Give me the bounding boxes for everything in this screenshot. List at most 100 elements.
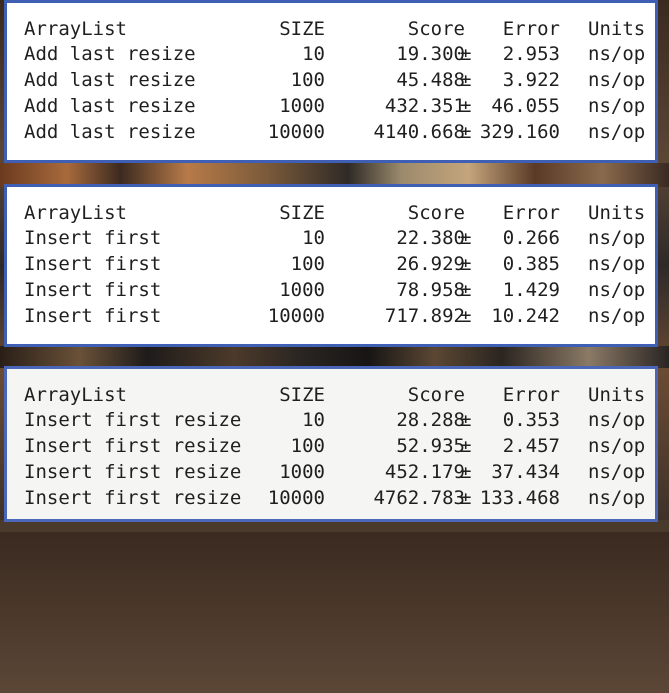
- row-error: 0.353: [502, 409, 560, 431]
- row-name: Insert first: [24, 227, 162, 249]
- table-row: Add last resize 100 45.488 ± 3.922 ns/op: [7, 67, 655, 93]
- header-size: SIZE: [279, 18, 325, 40]
- row-score: 22.380: [396, 227, 465, 249]
- row-plus-minus: ±: [460, 305, 472, 327]
- row-error: 329.160: [479, 121, 560, 143]
- table-row: Insert first resize 10 28.288 ± 0.353 ns…: [7, 407, 655, 433]
- row-units: ns/op: [588, 435, 646, 457]
- header-score: Score: [407, 18, 465, 40]
- row-name: Add last resize: [24, 69, 196, 91]
- row-score: 28.288: [396, 409, 465, 431]
- header-error: Error: [502, 18, 560, 40]
- row-score: 4140.668: [373, 121, 465, 143]
- table-row: Insert first 1000 78.958 ± 1.429 ns/op: [7, 277, 655, 303]
- table-header: ArrayList SIZE Score Error Units: [7, 200, 655, 226]
- header-error: Error: [502, 202, 560, 224]
- row-score: 45.488: [396, 69, 465, 91]
- row-units: ns/op: [588, 69, 646, 91]
- row-name: Insert first resize: [24, 435, 242, 457]
- background-photo-strip: [0, 163, 669, 187]
- header-error: Error: [502, 384, 560, 406]
- row-name: Insert first resize: [24, 461, 242, 483]
- row-size: 10: [302, 227, 325, 249]
- row-error: 10.242: [491, 305, 560, 327]
- row-error: 3.922: [502, 69, 560, 91]
- row-score: 432.351: [384, 95, 465, 117]
- header-units: Units: [588, 18, 646, 40]
- row-plus-minus: ±: [460, 487, 472, 509]
- row-plus-minus: ±: [460, 435, 472, 457]
- row-error: 46.055: [491, 95, 560, 117]
- row-plus-minus: ±: [460, 95, 472, 117]
- benchmark-table-insert-first-resize: ArrayList SIZE Score Error Units Insert …: [4, 366, 658, 522]
- row-error: 0.385: [502, 253, 560, 275]
- row-units: ns/op: [588, 409, 646, 431]
- background-photo-strip: [0, 520, 669, 532]
- table-row: Insert first resize 10000 4762.783 ± 133…: [7, 485, 655, 511]
- table-row: Insert first 100 26.929 ± 0.385 ns/op: [7, 251, 655, 277]
- row-score: 717.892: [384, 305, 465, 327]
- row-units: ns/op: [588, 121, 646, 143]
- row-score: 452.179: [384, 461, 465, 483]
- row-name: Add last resize: [24, 95, 196, 117]
- row-units: ns/op: [588, 305, 646, 327]
- row-error: 133.468: [479, 487, 560, 509]
- row-size: 1000: [279, 279, 325, 301]
- row-error: 2.953: [502, 43, 560, 65]
- row-units: ns/op: [588, 227, 646, 249]
- header-units: Units: [588, 384, 646, 406]
- row-units: ns/op: [588, 95, 646, 117]
- benchmark-table-add-last-resize: ArrayList SIZE Score Error Units Add las…: [4, 0, 658, 163]
- table-row: Add last resize 1000 432.351 ± 46.055 ns…: [7, 93, 655, 119]
- row-name: Insert first resize: [24, 409, 242, 431]
- row-name: Add last resize: [24, 121, 196, 143]
- row-size: 1000: [279, 461, 325, 483]
- table-row: Add last resize 10000 4140.668 ± 329.160…: [7, 119, 655, 145]
- table-header: ArrayList SIZE Score Error Units: [7, 382, 655, 408]
- row-plus-minus: ±: [460, 121, 472, 143]
- row-plus-minus: ±: [460, 253, 472, 275]
- table-row: Insert first resize 1000 452.179 ± 37.43…: [7, 459, 655, 485]
- row-name: Insert first: [24, 253, 162, 275]
- header-name: ArrayList: [24, 384, 127, 406]
- row-plus-minus: ±: [460, 461, 472, 483]
- row-score: 4762.783: [373, 487, 465, 509]
- row-size: 1000: [279, 95, 325, 117]
- row-size: 100: [290, 69, 325, 91]
- table-header: ArrayList SIZE Score Error Units: [7, 16, 655, 42]
- header-score: Score: [407, 384, 465, 406]
- row-score: 19.300: [396, 43, 465, 65]
- background-photo-strip: [0, 346, 669, 368]
- row-name: Insert first: [24, 305, 162, 327]
- header-size: SIZE: [279, 202, 325, 224]
- row-size: 10: [302, 43, 325, 65]
- header-score: Score: [407, 202, 465, 224]
- row-size: 100: [290, 253, 325, 275]
- row-plus-minus: ±: [460, 227, 472, 249]
- table-row: Insert first 10000 717.892 ± 10.242 ns/o…: [7, 303, 655, 329]
- row-name: Insert first: [24, 279, 162, 301]
- row-plus-minus: ±: [460, 279, 472, 301]
- row-size: 10000: [267, 121, 325, 143]
- table-row: Add last resize 10 19.300 ± 2.953 ns/op: [7, 41, 655, 67]
- row-units: ns/op: [588, 253, 646, 275]
- row-name: Insert first resize: [24, 487, 242, 509]
- benchmark-table-insert-first: ArrayList SIZE Score Error Units Insert …: [4, 184, 658, 347]
- row-units: ns/op: [588, 43, 646, 65]
- table-row: Insert first resize 100 52.935 ± 2.457 n…: [7, 433, 655, 459]
- row-plus-minus: ±: [460, 43, 472, 65]
- row-plus-minus: ±: [460, 69, 472, 91]
- header-name: ArrayList: [24, 18, 127, 40]
- row-error: 0.266: [502, 227, 560, 249]
- row-score: 78.958: [396, 279, 465, 301]
- header-name: ArrayList: [24, 202, 127, 224]
- row-units: ns/op: [588, 279, 646, 301]
- row-name: Add last resize: [24, 43, 196, 65]
- row-units: ns/op: [588, 487, 646, 509]
- row-size: 100: [290, 435, 325, 457]
- row-size: 10000: [267, 305, 325, 327]
- header-size: SIZE: [279, 384, 325, 406]
- row-size: 10000: [267, 487, 325, 509]
- row-units: ns/op: [588, 461, 646, 483]
- row-error: 37.434: [491, 461, 560, 483]
